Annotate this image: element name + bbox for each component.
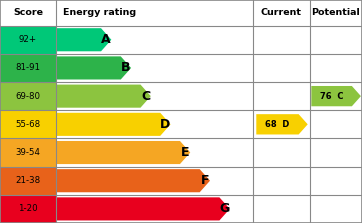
Text: Score: Score [13,8,43,17]
Bar [0,0,362,26]
Polygon shape [311,86,361,106]
Text: 21-38: 21-38 [16,176,41,185]
Polygon shape [56,28,111,51]
Text: G: G [219,202,230,215]
Bar [56,195,362,223]
Polygon shape [56,197,230,221]
Text: F: F [201,174,209,187]
Text: C: C [141,90,150,103]
Text: 68  D: 68 D [265,120,290,129]
Text: A: A [101,33,111,46]
Polygon shape [56,141,190,164]
Text: 81-91: 81-91 [16,63,41,72]
Bar [0,54,56,82]
Text: B: B [121,61,131,74]
Bar [0,82,56,110]
Text: Potential: Potential [311,8,360,17]
Bar [56,110,362,138]
Bar [0,167,56,195]
Bar [56,54,362,82]
Text: 39-54: 39-54 [16,148,41,157]
Polygon shape [56,56,131,79]
Bar [0,110,56,138]
Bar [0,138,56,167]
Text: 55-68: 55-68 [16,120,41,129]
Polygon shape [256,114,308,134]
Text: E: E [181,146,189,159]
Text: D: D [160,118,171,131]
Text: 76  C: 76 C [320,92,343,101]
Polygon shape [56,85,151,108]
Polygon shape [56,113,171,136]
Text: 92+: 92+ [19,35,37,44]
Text: Current: Current [261,8,302,17]
Bar [56,167,362,195]
Bar [56,138,362,167]
Text: 69-80: 69-80 [16,92,41,101]
Polygon shape [56,169,210,192]
Bar [56,82,362,110]
Bar [56,26,362,54]
Bar [0,195,56,223]
Text: Energy rating: Energy rating [63,8,136,17]
Text: 1-20: 1-20 [18,204,38,213]
Bar [0,26,56,54]
